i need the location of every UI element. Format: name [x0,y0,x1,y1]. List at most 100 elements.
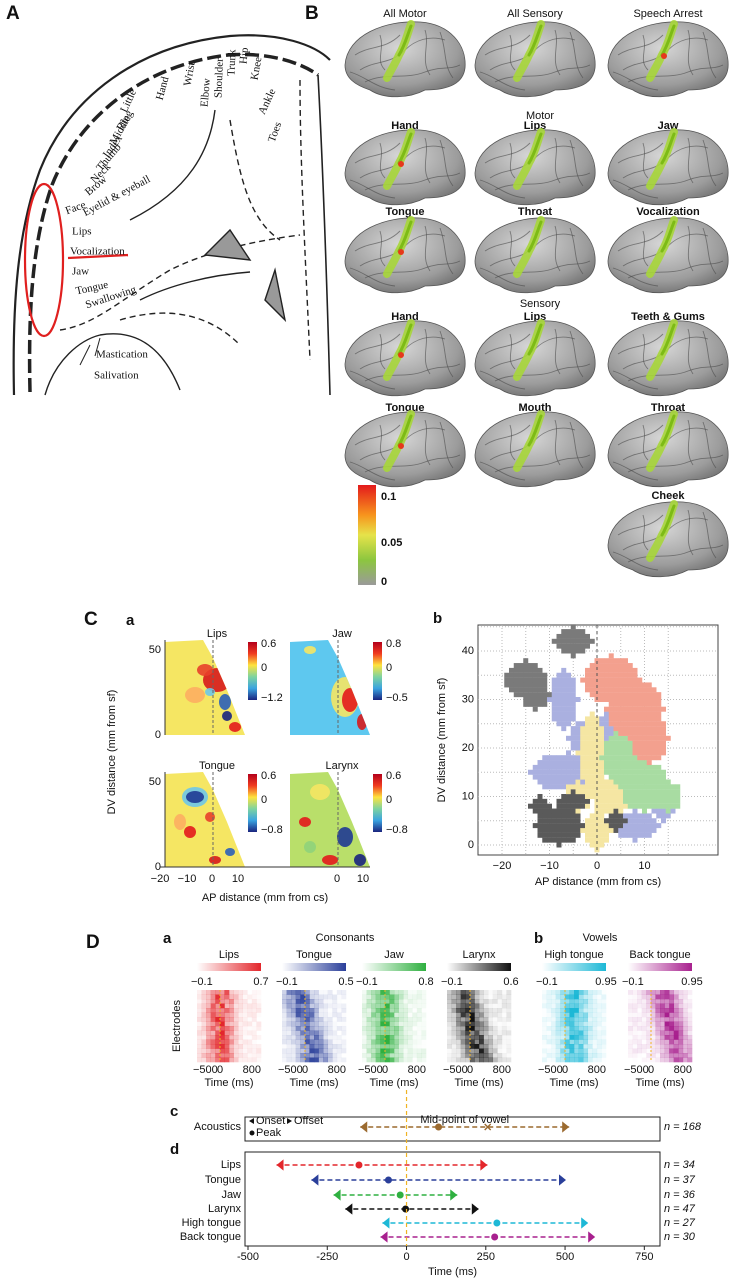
brain-gyrus [554,225,561,272]
electrode-cell [627,803,633,809]
heatmap-cell [282,1057,287,1063]
electrode-cell [589,755,595,761]
heatmap-cell [332,1012,338,1018]
midpoint-marker [484,1123,492,1131]
heatmap-cell [300,1003,306,1009]
electrode-cell [594,663,600,669]
heatmap-cell [403,1003,409,1009]
heatmap-cell [247,999,252,1004]
electrode-cell [675,789,681,795]
brain-gyrus [509,34,516,71]
heatmap-cell [460,1057,466,1063]
heatmap-cell [304,1017,310,1022]
electrode-cell [523,677,529,683]
heatmap-cell [687,999,693,1004]
heatmap-cell [229,1039,234,1045]
electrode-cell [575,760,581,766]
peak-marker [491,1233,499,1241]
heatmap-cell [502,1013,507,1018]
heatmap-cell [371,999,377,1004]
electrode-cell [537,677,543,683]
heatmap-cell [323,1008,329,1013]
heatmap-cell [669,1039,675,1045]
electrode-cell [623,794,628,799]
heatmap-cell [394,1053,399,1058]
heatmap-cell [669,1035,675,1040]
heatmap-cell [412,1012,418,1018]
electrode-cell [642,701,647,707]
electrode-cell [627,760,633,766]
heatmap-cell [646,1008,652,1013]
heatmap-cell [318,1017,324,1022]
x-tick-label: −20 [151,873,170,885]
electrode-cell [570,629,576,635]
electrode-cell [656,740,662,746]
brain [474,20,596,98]
electrode-cell [580,726,586,732]
heatmap-cell [655,1035,661,1040]
heatmap-cell [224,1021,230,1027]
heatmap-cell [682,1021,688,1027]
heatmap-cell [304,1035,310,1040]
heatmap-cell [641,1057,647,1063]
heatmap-cell [215,1044,221,1049]
heatmap-cell [300,1044,306,1049]
x-axis-label: Time (ms) [289,1077,338,1089]
electrode-cell [665,798,671,804]
heatmap-cell [291,999,297,1004]
colorbar [447,963,511,971]
heatmap-cell [300,1057,306,1063]
electrode-cell [632,764,638,770]
electrode-cell [618,663,624,669]
electrode-cell [570,706,576,712]
heatmap-cell [224,1030,230,1036]
electrode-cell [542,687,548,693]
electrode-cell [556,769,562,775]
offset-marker [450,1189,458,1201]
heatmap-cell [291,1012,297,1018]
heatmap-cell [242,1048,248,1054]
brain-gyrus [379,34,386,71]
electrode-cell [623,701,628,707]
heatmap-cell [578,1048,584,1054]
electrode-cell [570,823,576,829]
heatmap-cell [578,1035,584,1040]
electrode-cell [561,832,567,838]
brain-gyrus [509,333,516,370]
heatmap-cell [219,1012,225,1018]
heatmap-cell [215,1021,221,1027]
electrode-cell [661,730,666,736]
heatmap-cell [578,1003,584,1009]
heatmap-cell [646,1003,652,1009]
heatmap-cell [421,1003,427,1009]
heatmap-cell [318,999,324,1004]
electrode-cell [556,677,562,683]
brain-gyrus [484,230,531,252]
heatmap-cell [229,1017,234,1022]
electrode-cell [627,677,633,683]
electrode-cell [642,769,647,775]
peak-marker [384,1176,392,1184]
heatmap-cell [362,999,367,1004]
heatmap-blob [342,688,358,712]
electrode-cell [566,827,571,833]
heatmap-cell [447,1012,452,1018]
electrode-cell [646,779,652,785]
electrode-cell [608,750,614,756]
brain-gyrus [687,225,694,272]
heatmap-cell [596,1008,602,1013]
electrode-cell [623,789,628,795]
heatmap-cell [687,1057,693,1063]
heatmap-cell [673,999,679,1004]
heatmap-cell [497,999,502,1004]
heatmap-cell [574,999,579,1004]
heatmap-cell [362,1053,367,1058]
heatmap-cell [569,1044,575,1049]
heatmap-cell [197,994,202,1000]
heatmap-cell [256,990,261,995]
heatmap-cell [380,1026,386,1031]
heatmap-cell [201,1012,207,1018]
electrode-cell [561,794,567,799]
heatmap-cell [650,1044,656,1049]
brain-gyrus [364,363,461,382]
